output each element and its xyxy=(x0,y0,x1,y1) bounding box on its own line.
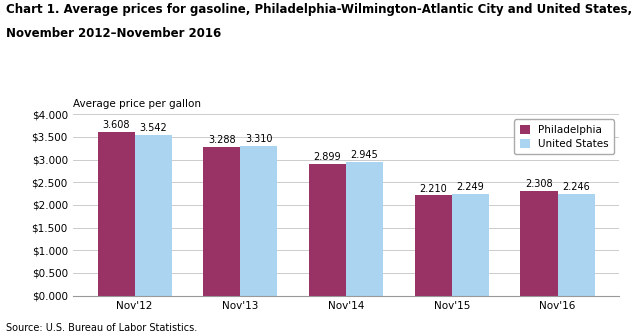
Text: 2.945: 2.945 xyxy=(351,150,379,160)
Text: Source: U.S. Bureau of Labor Statistics.: Source: U.S. Bureau of Labor Statistics. xyxy=(6,323,198,333)
Bar xyxy=(452,194,489,296)
Bar xyxy=(346,162,383,296)
Bar xyxy=(204,146,240,296)
Text: 2.210: 2.210 xyxy=(420,183,447,194)
Text: November 2012–November 2016: November 2012–November 2016 xyxy=(6,27,222,40)
Text: 3.310: 3.310 xyxy=(245,134,272,144)
Bar xyxy=(240,145,277,296)
Text: Chart 1. Average prices for gasoline, Philadelphia-Wilmington-Atlantic City and : Chart 1. Average prices for gasoline, Ph… xyxy=(6,3,632,16)
Text: Average price per gallon: Average price per gallon xyxy=(73,99,201,109)
Text: 3.288: 3.288 xyxy=(208,135,236,145)
Text: 3.542: 3.542 xyxy=(139,123,167,133)
Text: 2.249: 2.249 xyxy=(456,182,484,192)
Bar xyxy=(415,196,452,296)
Text: 2.246: 2.246 xyxy=(562,182,590,192)
Bar xyxy=(557,194,595,296)
Text: 2.899: 2.899 xyxy=(313,152,341,162)
Bar xyxy=(135,135,171,296)
Bar xyxy=(521,191,557,296)
Text: 2.308: 2.308 xyxy=(525,179,553,189)
Bar xyxy=(97,132,135,296)
Legend: Philadelphia, United States: Philadelphia, United States xyxy=(514,120,614,155)
Bar xyxy=(309,164,346,296)
Text: 3.608: 3.608 xyxy=(102,120,130,130)
